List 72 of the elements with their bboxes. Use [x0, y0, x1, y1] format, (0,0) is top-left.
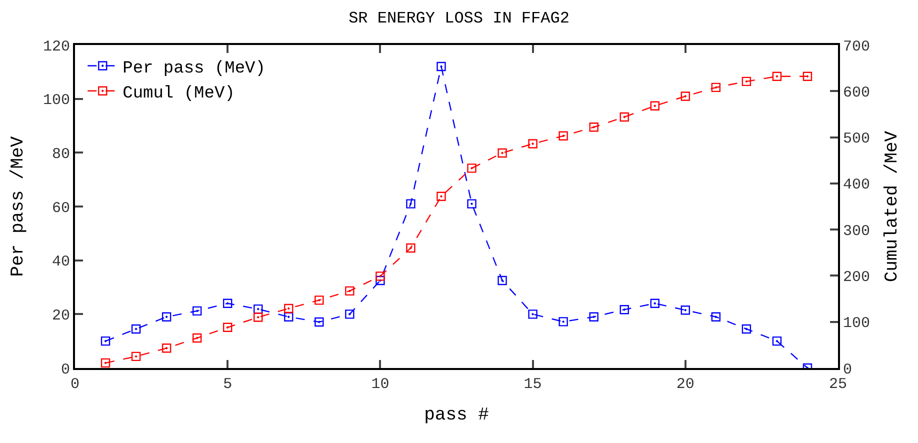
point — [650, 101, 660, 111]
point — [192, 306, 202, 316]
y2-tick-label: 300 — [843, 222, 870, 240]
y-tick-label: 0 — [60, 361, 70, 378]
point — [192, 333, 202, 343]
x-axis-title: pass # — [424, 406, 490, 426]
y2-tick-label: 100 — [843, 315, 870, 332]
point — [680, 92, 690, 101]
point — [436, 62, 446, 72]
y-tick-label: 120 — [42, 38, 70, 56]
y-tick-label: 100 — [42, 92, 70, 110]
point — [406, 243, 416, 253]
point — [528, 139, 538, 148]
point — [284, 312, 294, 322]
point — [223, 298, 232, 308]
y2-tick-label: 600 — [843, 84, 870, 102]
x-tick-label: 25 — [828, 376, 848, 393]
y2-tick-label: 200 — [843, 268, 870, 286]
point — [620, 112, 629, 122]
point — [558, 317, 568, 326]
point — [589, 312, 598, 322]
point — [680, 306, 690, 315]
point — [467, 164, 476, 173]
point — [772, 72, 782, 81]
point — [436, 192, 446, 201]
point — [162, 312, 172, 322]
point — [162, 344, 172, 353]
point — [314, 296, 324, 305]
y-tick-label: 20 — [52, 307, 70, 324]
point — [376, 276, 385, 286]
x-tick-label: 5 — [223, 376, 232, 393]
y2-tick-label: 700 — [843, 38, 870, 56]
y-tick-label: 40 — [52, 254, 70, 271]
point — [711, 82, 721, 92]
point — [254, 312, 263, 322]
point — [131, 324, 141, 334]
point — [650, 298, 660, 308]
y2-tick-label: 0 — [843, 361, 852, 378]
point — [498, 148, 507, 158]
point — [131, 352, 141, 362]
point — [620, 304, 629, 314]
point — [345, 286, 354, 296]
point — [711, 312, 721, 322]
point — [772, 336, 782, 346]
y-tick-label: 80 — [52, 146, 70, 163]
point — [528, 310, 538, 319]
y-axis-title: Per pass /MeV — [8, 136, 29, 277]
point — [467, 199, 476, 208]
y-tick-label: 60 — [52, 200, 70, 217]
point — [742, 76, 752, 86]
point — [742, 324, 752, 334]
point — [498, 276, 507, 286]
point — [376, 272, 385, 281]
point — [100, 336, 110, 346]
point — [589, 122, 598, 132]
point — [802, 72, 812, 81]
y2-tick-label: 400 — [843, 176, 870, 194]
point — [406, 199, 416, 208]
point — [314, 317, 324, 327]
legend-label: Cumul (MeV) — [122, 84, 235, 104]
legend-label: Per pass (MeV) — [122, 59, 266, 78]
point — [223, 322, 232, 332]
x-tick-label: 20 — [676, 376, 694, 393]
point — [100, 358, 110, 368]
chart-title: SR ENERGY LOSS IN FFAG2 — [348, 9, 570, 28]
y2-axis-title: Cumulated /MeV — [882, 130, 903, 282]
point — [345, 310, 354, 319]
y2-tick-label: 500 — [843, 130, 870, 148]
point — [284, 304, 294, 314]
point — [558, 131, 568, 140]
x-tick-label: 10 — [371, 376, 390, 393]
x-tick-label: 15 — [524, 376, 542, 393]
